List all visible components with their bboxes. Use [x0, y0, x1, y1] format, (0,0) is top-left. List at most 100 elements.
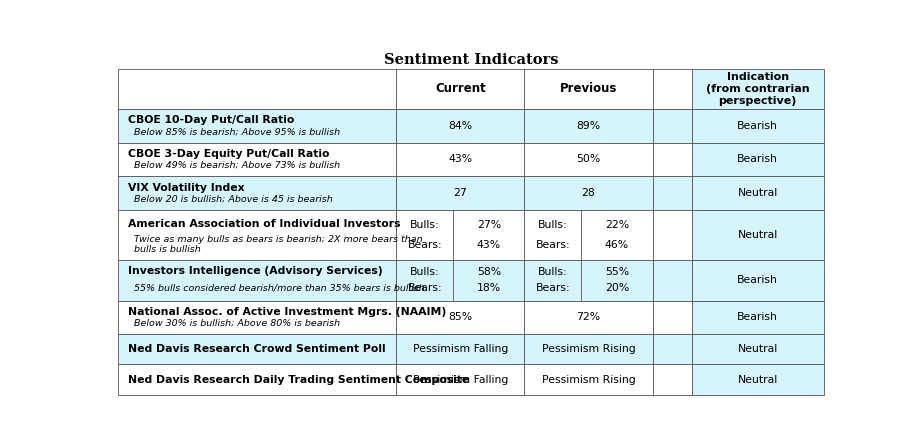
Bar [119, 260, 396, 301]
Text: 18%: 18% [477, 283, 501, 293]
Bar [525, 334, 652, 364]
Bar [119, 176, 396, 210]
Bar [652, 210, 692, 260]
Bar [119, 334, 396, 364]
Text: Bears:: Bears: [536, 283, 570, 293]
Text: Bulls:: Bulls: [410, 220, 439, 230]
Bar [396, 143, 525, 176]
Text: Pessimism Falling: Pessimism Falling [413, 344, 508, 354]
Text: 55%: 55% [605, 267, 630, 277]
Text: 72%: 72% [576, 312, 601, 322]
Text: 58%: 58% [477, 267, 501, 277]
Bar [119, 364, 396, 395]
Text: Bearish: Bearish [737, 121, 778, 131]
Text: Investors Intelligence (Advisory Services): Investors Intelligence (Advisory Service… [128, 267, 382, 277]
Bar [119, 143, 396, 176]
Bar [652, 334, 692, 364]
Bar [119, 69, 396, 109]
Text: Bulls:: Bulls: [539, 220, 568, 230]
Text: 28: 28 [582, 188, 596, 198]
Bar [396, 109, 525, 143]
Bar [692, 260, 823, 301]
Text: 43%: 43% [448, 154, 472, 165]
Bar [692, 334, 823, 364]
Text: Neutral: Neutral [738, 188, 777, 198]
Text: Bears:: Bears: [407, 240, 442, 250]
Bar [652, 143, 692, 176]
Text: 27%: 27% [477, 220, 501, 230]
Text: Bearish: Bearish [737, 275, 778, 285]
Text: Current: Current [435, 83, 485, 95]
Text: Neutral: Neutral [738, 230, 777, 240]
Text: VIX Volatility Index: VIX Volatility Index [128, 182, 244, 193]
Text: Bearish: Bearish [737, 312, 778, 322]
Bar [652, 260, 692, 301]
Bar [396, 69, 525, 109]
Text: Bears:: Bears: [536, 240, 570, 250]
Text: Bulls:: Bulls: [410, 267, 439, 277]
Text: Ned Davis Research Crowd Sentiment Poll: Ned Davis Research Crowd Sentiment Poll [128, 344, 385, 354]
Bar [525, 301, 652, 334]
Text: 43%: 43% [477, 240, 501, 250]
Bar [692, 109, 823, 143]
Text: 22%: 22% [605, 220, 630, 230]
Bar [525, 260, 652, 301]
Bar [652, 69, 692, 109]
Text: Indication
(from contrarian
perspective): Indication (from contrarian perspective) [706, 72, 810, 106]
Bar [525, 176, 652, 210]
Text: Previous: Previous [560, 83, 618, 95]
Bar [692, 301, 823, 334]
Bar [692, 364, 823, 395]
Text: 55% bulls considered bearish/more than 35% bears is bullish: 55% bulls considered bearish/more than 3… [134, 283, 425, 292]
Text: 50%: 50% [576, 154, 601, 165]
Bar [652, 176, 692, 210]
Text: American Association of Individual Investors: American Association of Individual Inves… [128, 219, 401, 229]
Text: 85%: 85% [448, 312, 472, 322]
Text: Sentiment Indicators: Sentiment Indicators [384, 53, 558, 67]
Bar [396, 364, 525, 395]
Text: bulls is bullish: bulls is bullish [134, 244, 200, 254]
Bar [652, 109, 692, 143]
Text: Below 20 is bullish; Above is 45 is bearish: Below 20 is bullish; Above is 45 is bear… [134, 194, 333, 203]
Bar [652, 364, 692, 395]
Bar [692, 69, 823, 109]
Bar [692, 176, 823, 210]
Text: Neutral: Neutral [738, 344, 777, 354]
Bar [396, 334, 525, 364]
Bar [525, 109, 652, 143]
Text: Below 85% is bearish; Above 95% is bullish: Below 85% is bearish; Above 95% is bulli… [134, 127, 340, 136]
Text: Bulls:: Bulls: [539, 267, 568, 277]
Text: Below 30% is bullish; Above 80% is bearish: Below 30% is bullish; Above 80% is beari… [134, 319, 340, 328]
Text: CBOE 3-Day Equity Put/Call Ratio: CBOE 3-Day Equity Put/Call Ratio [128, 149, 329, 159]
Text: Pessimism Rising: Pessimism Rising [541, 344, 635, 354]
Text: CBOE 10-Day Put/Call Ratio: CBOE 10-Day Put/Call Ratio [128, 116, 294, 125]
Bar [119, 210, 396, 260]
Text: Neutral: Neutral [738, 375, 777, 384]
Text: 20%: 20% [605, 283, 630, 293]
Bar [652, 301, 692, 334]
Text: Bearish: Bearish [737, 154, 778, 165]
Text: Twice as many bulls as bears is bearish; 2X more bears than: Twice as many bulls as bears is bearish;… [134, 235, 423, 244]
Text: Pessimism Falling: Pessimism Falling [413, 375, 508, 384]
Text: 84%: 84% [448, 121, 472, 131]
Text: Bears:: Bears: [407, 283, 442, 293]
Text: 46%: 46% [605, 240, 630, 250]
Bar [396, 301, 525, 334]
Bar [396, 176, 525, 210]
Text: National Assoc. of Active Investment Mgrs. (NAAIM): National Assoc. of Active Investment Mgr… [128, 307, 446, 317]
Bar [525, 210, 652, 260]
Bar [525, 143, 652, 176]
Bar [119, 301, 396, 334]
Bar [692, 210, 823, 260]
Bar [119, 109, 396, 143]
Text: 89%: 89% [576, 121, 601, 131]
Bar [525, 364, 652, 395]
Text: Ned Davis Research Daily Trading Sentiment Composite: Ned Davis Research Daily Trading Sentime… [128, 375, 469, 384]
Bar [525, 69, 652, 109]
Text: Below 49% is bearish; Above 73% is bullish: Below 49% is bearish; Above 73% is bulli… [134, 161, 340, 170]
Text: Pessimism Rising: Pessimism Rising [541, 375, 635, 384]
Bar [692, 143, 823, 176]
Bar [396, 210, 525, 260]
Text: 27: 27 [453, 188, 467, 198]
Bar [396, 260, 525, 301]
